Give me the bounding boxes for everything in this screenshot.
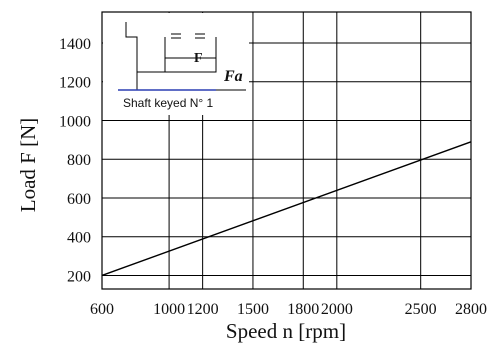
inset-caption: Shaft keyed N° 1 (123, 96, 214, 110)
y-tick-label: 200 (67, 268, 91, 285)
load-line (101, 141, 472, 277)
x-tick-label: 2500 (405, 301, 437, 318)
x-tick-label: 2000 (321, 301, 353, 318)
shaft-outline (125, 22, 246, 91)
y-tick-label: 800 (67, 152, 91, 169)
y-tick-label: 400 (67, 230, 91, 247)
x-tick-label: 1500 (237, 301, 269, 318)
x-tick-label: 600 (90, 301, 114, 318)
inset-background (103, 13, 249, 115)
y-tick-label: 1000 (59, 113, 91, 130)
y-tick-label: 600 (67, 191, 91, 208)
inset-axial-label: Fa (223, 68, 243, 85)
x-tick-label: 1800 (287, 301, 319, 318)
inset-force-label: F (194, 51, 203, 66)
x-tick-label: 2800 (455, 301, 487, 318)
x-axis-title: Speed n [rpm] (226, 319, 346, 343)
y-tick-labels: 200 400 600 800 1000 1200 1400 (59, 36, 91, 285)
series-layer (101, 141, 472, 277)
plot-frame (101, 11, 472, 290)
x-tick-labels: 600 1000 1200 1500 1800 2000 2500 2800 (90, 301, 487, 318)
x-tick-label: 1200 (187, 301, 219, 318)
y-axis-title: Load F [N] (16, 118, 40, 212)
x-tick-label: 1000 (153, 301, 185, 318)
shaft-keyed-inset: F Fa Shaft keyed N° 1 (103, 13, 249, 115)
key-marks (171, 33, 205, 39)
y-tick-label: 1200 (59, 75, 91, 92)
y-tick-label: 1400 (59, 36, 91, 53)
